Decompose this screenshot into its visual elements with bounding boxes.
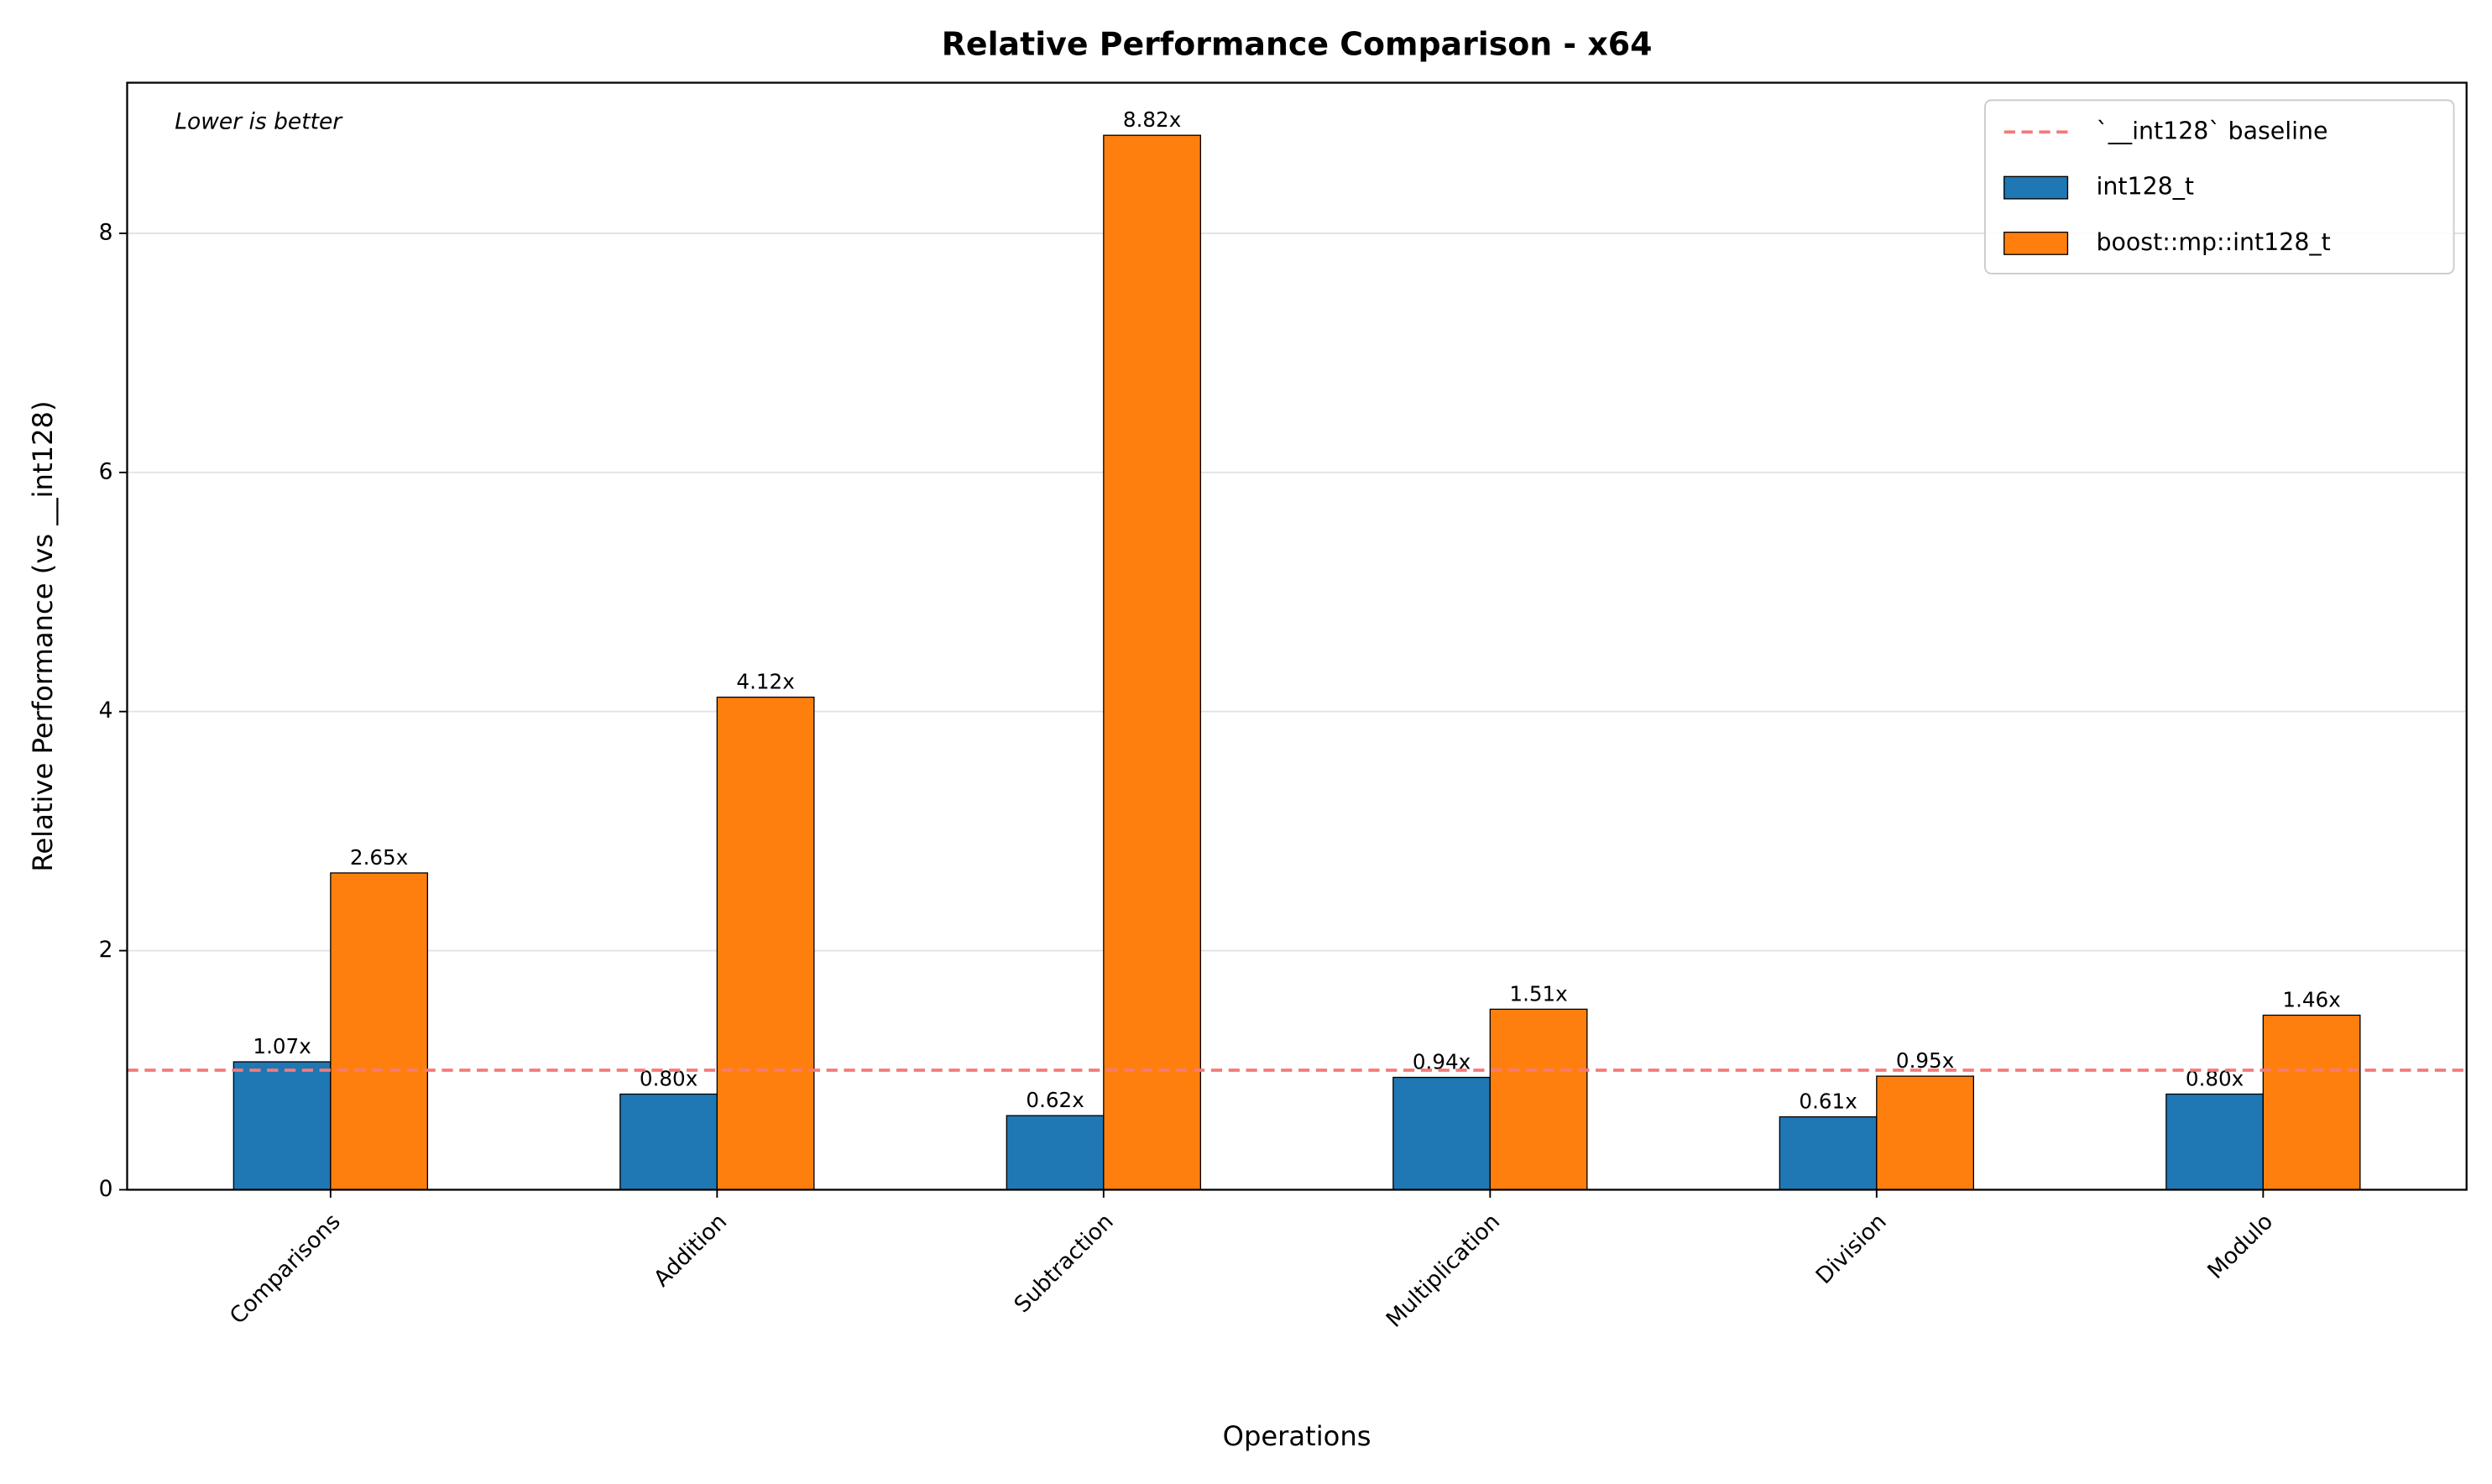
value-label: 1.46x [2282, 987, 2340, 1011]
legend-swatch [2004, 175, 2069, 200]
value-label: 0.61x [1799, 1089, 1857, 1113]
y-tick-label: 4 [99, 698, 113, 724]
bar [1006, 1115, 1105, 1191]
bar [619, 1093, 718, 1191]
legend-label: `__int128` baseline [2097, 117, 2328, 144]
bar [1779, 1116, 1878, 1191]
value-label: 0.62x [1026, 1088, 1084, 1112]
bar [232, 1061, 332, 1191]
legend-box [1984, 99, 2455, 274]
bar [2262, 1014, 2361, 1191]
bar [2165, 1093, 2264, 1191]
x-axis-label: Operations [1223, 1420, 1371, 1452]
plot-frame [126, 81, 2468, 1191]
legend-label: int128_t [2097, 173, 2195, 201]
y-axis-label: Relative Performance (vs __int128) [27, 400, 59, 871]
bar [330, 872, 429, 1191]
y-tick-label: 6 [99, 458, 113, 484]
chart-title: Relative Performance Comparison - x64 [942, 25, 1653, 62]
bar [1876, 1075, 1975, 1191]
legend-swatch [2004, 232, 2069, 255]
y-tick-label: 8 [99, 219, 113, 245]
bar [1392, 1076, 1492, 1191]
value-label: 0.95x [1896, 1048, 1954, 1073]
legend-label: boost::mp::int128_t [2097, 228, 2331, 256]
bar [1103, 134, 1202, 1191]
y-tick-label: 0 [99, 1176, 113, 1202]
value-label: 1.51x [1509, 981, 1567, 1006]
y-tick-label: 2 [99, 937, 113, 963]
value-label: 1.07x [253, 1034, 311, 1058]
value-label: 2.65x [350, 845, 408, 870]
annotation: Lower is better [175, 108, 343, 134]
bar [716, 696, 815, 1191]
value-label: 4.12x [736, 670, 794, 694]
value-label: 8.82x [1123, 107, 1181, 132]
bar [1489, 1008, 1588, 1191]
